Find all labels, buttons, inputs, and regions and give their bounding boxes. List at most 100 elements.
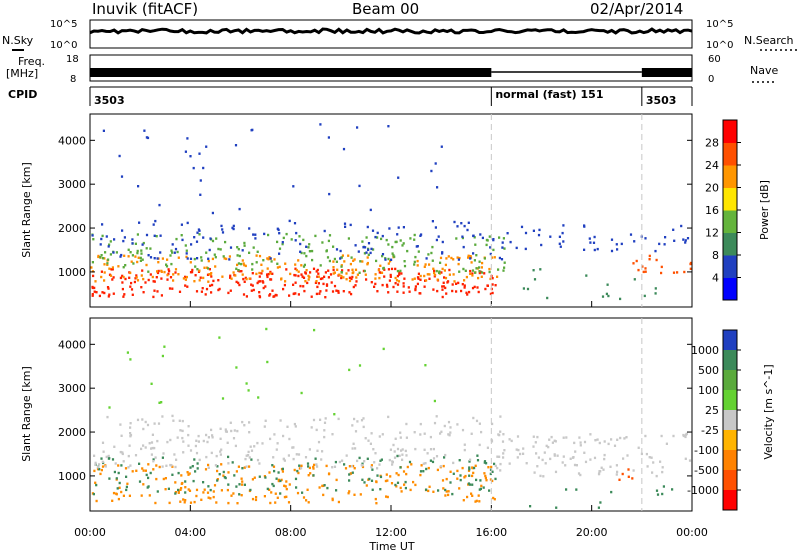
data-cell [447, 490, 450, 493]
colorbar-tick-label: 8 [712, 249, 719, 262]
data-cell [365, 484, 368, 487]
data-cell [307, 278, 310, 281]
data-cell [325, 249, 328, 252]
data-cell [302, 238, 305, 242]
data-cell [122, 295, 125, 298]
data-cell [292, 185, 295, 188]
data-cell [499, 415, 502, 418]
data-cell [619, 297, 622, 301]
data-cell [583, 248, 586, 251]
data-cell [106, 263, 109, 266]
data-cell [266, 275, 269, 279]
data-cell [222, 255, 225, 258]
data-cell [413, 233, 416, 237]
data-cell [198, 458, 201, 462]
data-cell [571, 456, 575, 459]
data-cell [370, 247, 373, 251]
data-cell [203, 266, 206, 269]
data-cell [241, 483, 244, 486]
colorbar-swatch [723, 255, 737, 278]
data-cell [207, 466, 210, 469]
data-cell [156, 271, 160, 275]
data-cell [425, 279, 428, 282]
data-cell [119, 450, 122, 454]
data-cell [98, 463, 101, 466]
data-cell [463, 224, 466, 228]
data-cell [308, 243, 311, 246]
data-cell [456, 477, 459, 480]
data-cell [268, 488, 271, 491]
data-cell [278, 252, 281, 255]
data-cell [197, 228, 200, 231]
data-cell [328, 259, 331, 263]
data-cell [221, 397, 225, 400]
data-cell [429, 459, 432, 462]
data-cell [491, 277, 494, 280]
data-cell [269, 272, 272, 275]
data-cell [232, 271, 235, 274]
data-cell [342, 290, 345, 293]
data-cell [261, 269, 264, 273]
data-cell [492, 238, 495, 241]
data-cell [660, 434, 663, 438]
data-cell [452, 461, 455, 465]
data-cell [132, 262, 135, 265]
data-cell [262, 286, 265, 290]
data-cell [374, 235, 377, 239]
data-cell [238, 283, 241, 287]
data-cell [164, 477, 167, 480]
data-cell [302, 285, 305, 288]
data-cell [324, 271, 327, 274]
data-cell [307, 501, 310, 504]
data-cell [319, 264, 322, 267]
data-cell [266, 487, 269, 491]
data-cell [622, 457, 625, 460]
data-cell [498, 256, 501, 260]
data-cell [475, 267, 478, 270]
data-cell [684, 239, 687, 242]
data-cell [119, 276, 122, 280]
data-cell [554, 470, 558, 474]
data-cell [380, 237, 383, 241]
data-cell [517, 448, 520, 452]
power-y-axis-label: Slant Range [km] [20, 162, 33, 258]
data-cell [425, 257, 428, 260]
data-cell [187, 425, 190, 428]
data-cell [356, 126, 359, 129]
data-cell [520, 225, 524, 229]
data-cell [300, 251, 303, 255]
data-cell [129, 422, 132, 425]
data-cell [251, 262, 254, 266]
data-cell [469, 269, 472, 273]
data-cell [224, 476, 227, 480]
data-cell [126, 482, 129, 485]
data-cell [323, 275, 326, 278]
data-cell [335, 478, 338, 482]
cpid-segment-label-1: 3503 [94, 94, 125, 107]
data-cell [399, 239, 402, 242]
data-cell [154, 501, 157, 505]
data-cell [340, 271, 343, 274]
data-cell [408, 460, 412, 464]
data-cell [387, 243, 390, 246]
data-cell [249, 488, 252, 492]
data-cell [474, 243, 477, 246]
data-cell [250, 283, 253, 286]
data-cell [553, 439, 556, 442]
data-cell [404, 449, 407, 453]
data-cell [475, 499, 478, 503]
data-cell [266, 360, 269, 364]
data-cell [93, 290, 96, 293]
data-cell [224, 430, 228, 433]
data-cell [128, 444, 131, 447]
data-cell [200, 290, 203, 293]
data-cell [554, 440, 557, 443]
data-cell [468, 474, 471, 477]
data-cell [213, 484, 217, 487]
data-cell [275, 477, 278, 480]
data-cell [129, 285, 132, 288]
data-cell [118, 154, 121, 158]
data-cell [338, 460, 341, 464]
data-cell [489, 472, 492, 476]
